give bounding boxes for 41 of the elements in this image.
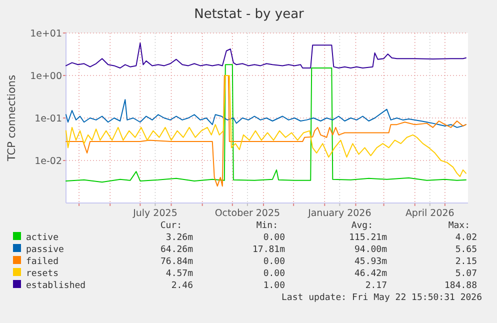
- text: 0.00: [263, 233, 285, 243]
- y-tick-label: 1e-01: [34, 114, 62, 124]
- text: 3.26m: [166, 233, 193, 243]
- text: 17.81m: [252, 245, 285, 255]
- x-tick-label: January 2026: [307, 208, 372, 219]
- x-tick-label: October 2025: [214, 208, 280, 219]
- text: 2.15: [455, 257, 477, 267]
- text: Min:: [256, 221, 278, 231]
- text: 0.00: [263, 257, 285, 267]
- text: 5.07: [455, 269, 477, 279]
- text: 2.17: [365, 281, 387, 291]
- text: 45.93m: [354, 257, 387, 267]
- text: Max:: [448, 221, 470, 231]
- text: 64.26m: [160, 245, 193, 255]
- text: 1.00: [263, 281, 285, 291]
- x-tick-label: July 2025: [132, 208, 178, 219]
- text: 94.00m: [354, 245, 387, 255]
- text: 4.02: [455, 233, 477, 243]
- text: 184.88: [444, 281, 477, 291]
- text: 46.42m: [354, 269, 387, 279]
- text: 4.57m: [166, 269, 193, 279]
- legend-label: active: [26, 233, 59, 243]
- text: 5.65: [455, 245, 477, 255]
- chart-title: Netstat - by year: [194, 7, 305, 22]
- text: 0.00: [263, 269, 285, 279]
- text: 2.46: [171, 281, 193, 291]
- text: Avg:: [351, 221, 373, 231]
- legend-label: resets: [26, 269, 59, 279]
- legend-label: failed: [26, 257, 59, 267]
- text: 76.84m: [160, 257, 193, 267]
- y-tick-label: 1e+01: [30, 28, 62, 40]
- legend-label: passive: [26, 245, 64, 255]
- text: Cur:: [160, 221, 182, 231]
- y-tick-label: 1e-02: [34, 156, 62, 167]
- x-tick-label: April 2026: [405, 208, 454, 219]
- y-tick-label: 1e+00: [30, 71, 62, 82]
- line-series: [66, 42, 466, 69]
- text: Last update: Fri May 22 15:50:31 2026: [282, 293, 482, 303]
- text: 115.21m: [349, 233, 387, 243]
- y-axis-title: TCP connections: [6, 74, 18, 162]
- legend-label: established: [26, 281, 86, 291]
